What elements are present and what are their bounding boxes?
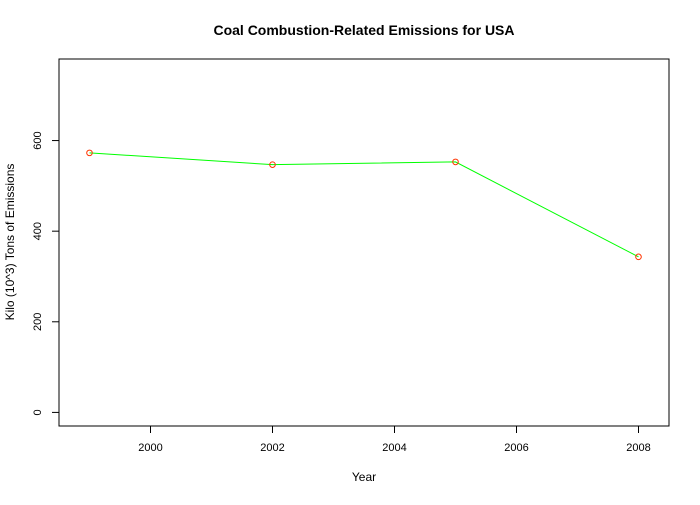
x-tick-label: 2008	[626, 442, 650, 454]
x-tick-label: 2000	[138, 442, 162, 454]
y-axis: 0 200 400 600	[32, 131, 59, 415]
series-group	[87, 150, 642, 260]
series-line	[90, 153, 639, 257]
y-tick-label: 200	[32, 313, 44, 331]
y-tick-label: 600	[32, 131, 44, 149]
y-axis-label: Kilo (10^3) Tons of Emissions	[3, 164, 17, 321]
x-tick-label: 2002	[260, 442, 284, 454]
x-axis: 2000 2002 2004 2006 2008	[138, 426, 650, 454]
chart-title: Coal Combustion-Related Emissions for US…	[213, 22, 514, 38]
y-tick-label: 400	[32, 222, 44, 240]
plot-frame	[59, 59, 669, 426]
x-axis-label: Year	[352, 470, 376, 484]
y-tick-label: 0	[32, 409, 44, 415]
x-tick-label: 2004	[382, 442, 406, 454]
x-tick-label: 2006	[504, 442, 528, 454]
